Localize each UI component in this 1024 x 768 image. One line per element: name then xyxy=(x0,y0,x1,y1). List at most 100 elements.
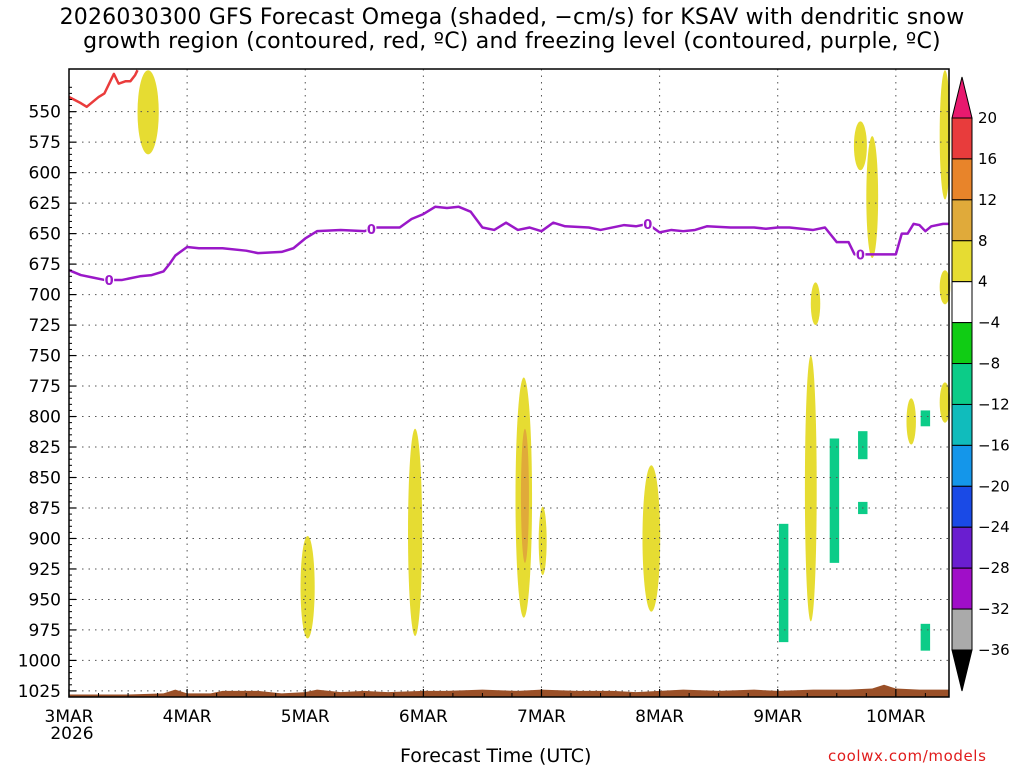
y-tick-label: 575 xyxy=(29,133,61,153)
freezing-level-label: 0 xyxy=(367,223,376,238)
omega-region xyxy=(520,428,529,563)
x-tick-label: 9MAR xyxy=(753,707,802,727)
omega-region xyxy=(137,70,159,155)
colorbar-band xyxy=(951,444,973,487)
y-tick-label: 650 xyxy=(29,225,61,245)
freezing-label-bg xyxy=(855,246,866,263)
colorbar-band xyxy=(951,322,973,365)
freezing-level-label: 0 xyxy=(643,218,652,233)
freezing-level-label: 0 xyxy=(105,274,114,289)
chart-title-line2: growth region (contoured, red, ºC) and f… xyxy=(83,29,941,54)
colorbar-band xyxy=(951,485,973,528)
colorbar-label: 20 xyxy=(978,109,997,127)
y-tick-label: 1025 xyxy=(18,682,61,702)
x-tick-label: 7MAR xyxy=(517,707,566,727)
colorbar-band xyxy=(951,526,973,569)
colorbar-label: −28 xyxy=(978,559,1010,577)
x-year-label: 2026 xyxy=(50,724,93,744)
colorbar-label: −20 xyxy=(978,477,1010,495)
y-tick-label: 950 xyxy=(29,590,61,610)
colorbar-band xyxy=(951,567,973,610)
y-tick-label: 875 xyxy=(29,499,61,519)
colorbar-label: 12 xyxy=(978,191,997,209)
terrain-surface xyxy=(69,684,949,697)
colorbar-label: −36 xyxy=(978,641,1010,659)
omega-region xyxy=(906,398,916,445)
x-axis-label: Forecast Time (UTC) xyxy=(400,745,592,767)
omega-shading xyxy=(137,70,951,651)
colorbar-label: −8 xyxy=(978,355,1000,373)
omega-region xyxy=(642,465,661,612)
x-tick-label: 6MAR xyxy=(399,707,448,727)
colorbar-bottom-arrow xyxy=(951,649,973,692)
omega-region xyxy=(778,523,789,643)
omega-region xyxy=(810,282,821,326)
colorbar-label: 8 xyxy=(978,232,988,250)
colorbar-band xyxy=(951,240,973,283)
chart-title: 2026030300 GFS Forecast Omega (shaded, −… xyxy=(0,6,1024,54)
x-tick-label: 3MAR xyxy=(45,707,94,727)
colorbar-top-arrow xyxy=(951,76,973,119)
freezing-label-bg xyxy=(366,220,377,237)
source-credit: coolwx.com/models xyxy=(828,747,987,765)
colorbar-band xyxy=(951,363,973,405)
y-tick-label: 625 xyxy=(29,194,61,214)
colorbar-label: −4 xyxy=(978,314,1000,332)
y-tick-label: 700 xyxy=(29,286,61,306)
omega-region xyxy=(538,506,547,576)
freezing-label-bg xyxy=(104,271,115,288)
omega-region xyxy=(300,536,315,639)
y-tick-label: 675 xyxy=(29,255,61,275)
colorbar-label: −16 xyxy=(978,436,1010,454)
chart-title-line1: 2026030300 GFS Forecast Omega (shaded, −… xyxy=(59,5,965,30)
y-tick-label: 925 xyxy=(29,560,61,580)
plot-frame xyxy=(68,68,950,698)
colorbar-label: −12 xyxy=(978,395,1010,413)
axes: 550 575 600 625 650 675 700 725 750 775 800 825 850 8… xyxy=(18,68,950,744)
x-tick-label: 8MAR xyxy=(635,707,684,727)
y-tick-label: 800 xyxy=(29,408,61,428)
y-tick-label: 975 xyxy=(29,621,61,641)
colorbar-label: 16 xyxy=(978,150,997,168)
x-tick-label: 10MAR xyxy=(866,707,926,727)
gridlines xyxy=(69,69,949,697)
colorbar-band xyxy=(951,281,973,324)
omega-region xyxy=(408,428,423,637)
colorbar-label: −32 xyxy=(978,600,1010,618)
colorbar-band xyxy=(951,199,973,242)
colorbar-label: 4 xyxy=(978,273,988,291)
dgz-contour-line xyxy=(68,69,139,109)
y-tick-label: 900 xyxy=(29,529,61,549)
y-tick-label: 850 xyxy=(29,469,61,489)
x-tick-label: 5MAR xyxy=(281,707,330,727)
omega-region xyxy=(804,355,817,622)
omega-region xyxy=(858,431,868,460)
colorbar-band xyxy=(951,158,973,201)
colorbar: 20 16 12 8 4 −4 −8 −12 −16 −20 −24 −28 −32 −36 xyxy=(951,76,1010,692)
freezing-level-label: 0 xyxy=(856,248,865,263)
omega-region xyxy=(920,410,931,427)
colorbar-band xyxy=(951,117,973,160)
contour-lines: 0 0 0 0 xyxy=(68,69,949,289)
y-tick-label: 550 xyxy=(29,103,61,123)
y-tick-label: 1000 xyxy=(18,651,61,671)
omega-region xyxy=(920,623,931,651)
freezing-level-line xyxy=(68,205,949,282)
colorbar-label: −24 xyxy=(978,518,1010,536)
colorbar-band xyxy=(951,608,973,651)
omega-region xyxy=(853,121,867,171)
colorbar-band xyxy=(951,403,973,446)
x-tick-label: 4MAR xyxy=(163,707,212,727)
terrain-fill xyxy=(69,684,949,697)
omega-region xyxy=(829,438,840,563)
y-tick-label: 725 xyxy=(29,316,61,336)
omega-region xyxy=(939,382,951,423)
y-tick-label: 600 xyxy=(29,164,61,184)
omega-region xyxy=(939,70,951,200)
freezing-label-bg xyxy=(642,215,653,232)
omega-region xyxy=(866,136,879,259)
y-tick-label: 750 xyxy=(29,347,61,367)
y-tick-label: 775 xyxy=(29,377,61,397)
y-tick-label: 825 xyxy=(29,438,61,458)
